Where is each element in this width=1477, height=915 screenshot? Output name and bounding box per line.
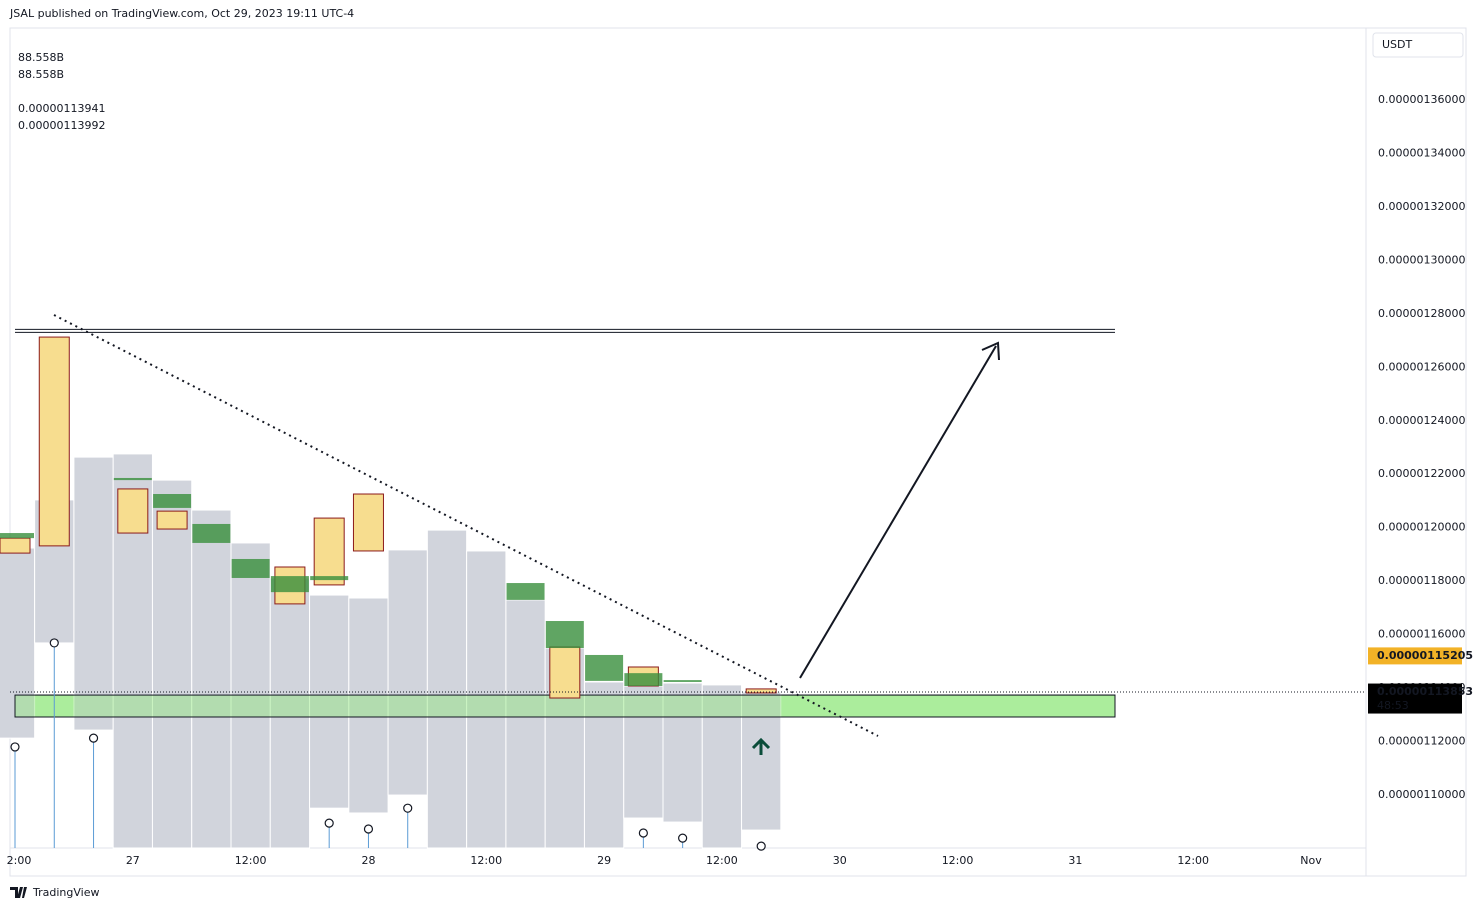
- y-tick-label: 0.00000124000: [1378, 414, 1465, 427]
- marker: [638, 828, 648, 838]
- up-box: [310, 576, 349, 581]
- y-tick-label: 0.00000120000: [1378, 521, 1465, 534]
- marker: [324, 818, 334, 828]
- column: [191, 509, 232, 849]
- column: [309, 594, 350, 809]
- header: JSAL published on TradingView.com, Oct 2…: [9, 7, 354, 20]
- up-box: [506, 583, 545, 600]
- up-box: [0, 533, 34, 539]
- down-box: [156, 510, 188, 530]
- y-tick-label: 0.00000126000: [1378, 360, 1465, 373]
- column: [466, 550, 507, 849]
- down-box: [38, 336, 70, 547]
- up-box: [585, 654, 624, 681]
- y-tick-label: 0.00000112000: [1378, 735, 1465, 748]
- currency[interactable]: USDT: [1382, 38, 1413, 51]
- down-box: [0, 537, 31, 554]
- x-tick-label: 2:00: [7, 854, 32, 867]
- down-box: [352, 493, 384, 552]
- column: [505, 599, 546, 849]
- x-tick-label: Nov: [1300, 854, 1322, 867]
- logo-mark: [10, 887, 27, 898]
- y-tick-label: 0.00000118000: [1378, 574, 1465, 587]
- down-box: [117, 488, 149, 534]
- marker: [756, 841, 766, 851]
- x-tick-label: 12:00: [1177, 854, 1209, 867]
- price-badge: [1368, 647, 1462, 665]
- up-box: [270, 576, 309, 593]
- down-box: [549, 646, 581, 699]
- x-tick-label: 30: [833, 854, 847, 867]
- marker: [49, 638, 59, 648]
- up-box: [624, 673, 663, 686]
- y-tick-label: 0.00000110000: [1378, 788, 1465, 801]
- arrow-head: [981, 341, 1000, 361]
- x-tick-label: 12:00: [706, 854, 738, 867]
- up-box: [153, 494, 192, 508]
- marker: [678, 833, 688, 843]
- y-tick-label: 0.00000116000: [1378, 628, 1465, 641]
- column: [583, 681, 625, 849]
- x-tick-label: 27: [126, 854, 140, 867]
- column: [741, 691, 782, 831]
- legend-value: 0.00000113941: [18, 102, 105, 115]
- marker: [363, 824, 374, 834]
- marker: [403, 803, 413, 813]
- projection-arrow: [799, 345, 997, 679]
- legend-value: 88.558B: [18, 51, 64, 64]
- up-box: [113, 477, 152, 481]
- up-box: [231, 558, 270, 578]
- footer: TradingView: [32, 886, 99, 899]
- y-tick-label: 0.00000136000: [1378, 93, 1465, 106]
- trendline: [53, 314, 879, 737]
- y-tick-label: 0.00000134000: [1378, 146, 1465, 159]
- tv-logo: [10, 887, 27, 898]
- marker: [10, 742, 20, 752]
- up-box: [192, 523, 231, 543]
- price-badge-label: 0.00000113853: [1377, 685, 1473, 698]
- y-tick-label: 0.00000128000: [1378, 307, 1465, 320]
- down-box: [745, 688, 777, 694]
- y-tick-label: 0.00000132000: [1378, 200, 1465, 213]
- column: [387, 549, 428, 796]
- up-box: [663, 680, 702, 682]
- up-box: [545, 621, 584, 649]
- column: [151, 479, 193, 849]
- x-tick-label: 29: [597, 854, 611, 867]
- x-tick-label: 12:00: [235, 854, 267, 867]
- column: [348, 597, 389, 814]
- column: [426, 529, 468, 849]
- x-tick-label: 31: [1068, 854, 1082, 867]
- x-tick-label: 12:00: [942, 854, 974, 867]
- x-tick-label: 28: [361, 854, 375, 867]
- countdown: 48:53: [1377, 699, 1409, 712]
- y-tick-label: 0.00000130000: [1378, 253, 1465, 266]
- y-tick-label: 0.00000122000: [1378, 467, 1465, 480]
- chart-frame: [9, 27, 1467, 877]
- price-badge-label: 0.00000115205: [1377, 649, 1473, 662]
- column: [73, 456, 114, 731]
- price-badge: [1368, 683, 1462, 714]
- column: [269, 577, 311, 849]
- up-icon: [751, 737, 771, 755]
- legend-value: 0.00000113992: [18, 119, 105, 132]
- x-tick-label: 12:00: [470, 854, 502, 867]
- currency-box[interactable]: [1372, 32, 1464, 58]
- legend-value: 88.558B: [18, 68, 64, 81]
- down-box: [313, 517, 345, 586]
- column: [701, 684, 743, 849]
- marker: [88, 733, 99, 743]
